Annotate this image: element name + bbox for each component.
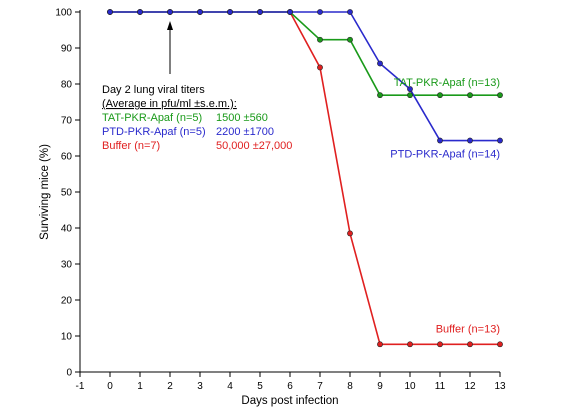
y-tick-label: 20 bbox=[61, 296, 73, 307]
viral-titer-annotation: Day 2 lung viral titers (Average in pfu/m… bbox=[102, 21, 292, 152]
y-tick-label: 70 bbox=[61, 116, 73, 127]
y-tick-label: 30 bbox=[61, 260, 73, 271]
y-tick-label: 40 bbox=[61, 224, 73, 235]
data-point bbox=[437, 341, 443, 348]
data-point bbox=[467, 137, 473, 144]
y-tick-label: 0 bbox=[66, 368, 72, 379]
series-label: Buffer (n=13) bbox=[436, 323, 500, 335]
data-point bbox=[437, 92, 443, 99]
data-point bbox=[497, 341, 503, 348]
data-point bbox=[227, 9, 233, 15]
series-line bbox=[110, 11, 500, 142]
x-tick-label: 12 bbox=[464, 381, 476, 392]
data-point bbox=[497, 92, 503, 99]
data-point bbox=[317, 9, 323, 15]
x-tick-label: 2 bbox=[167, 381, 173, 392]
data-point bbox=[197, 9, 203, 15]
y-tick-label: 50 bbox=[61, 188, 73, 199]
titer-group-label: PTD-PKR-Apaf (n=5) bbox=[102, 126, 206, 138]
data-point bbox=[137, 9, 143, 15]
x-tick-label: 5 bbox=[257, 381, 263, 392]
series-labels: TAT-PKR-Apaf (n=13) PTD-PKR-Apaf (n=14) Bu… bbox=[390, 77, 500, 335]
x-tick-label: -1 bbox=[76, 381, 85, 392]
x-tick-label: 11 bbox=[435, 381, 446, 392]
data-point bbox=[467, 341, 473, 348]
series-label: TAT-PKR-Apaf (n=13) bbox=[394, 77, 500, 89]
series-line bbox=[110, 11, 500, 346]
data-point bbox=[287, 9, 293, 15]
plot-area bbox=[107, 9, 503, 348]
x-tick-label: 6 bbox=[287, 381, 293, 392]
data-point bbox=[497, 137, 503, 144]
data-point bbox=[167, 9, 173, 15]
annotation-heading: Day 2 lung viral titers bbox=[102, 84, 205, 96]
data-point bbox=[347, 230, 353, 237]
y-tick-label: 10 bbox=[61, 332, 73, 343]
arrow-head-icon bbox=[167, 21, 173, 30]
x-tick-label: 7 bbox=[317, 381, 323, 392]
x-tick-label: 1 bbox=[137, 381, 143, 392]
x-tick-label: 13 bbox=[494, 381, 506, 392]
data-point bbox=[407, 92, 413, 99]
data-point bbox=[437, 137, 443, 144]
y-axis-title: Surviving mice (%) bbox=[39, 144, 51, 240]
series-label: PTD-PKR-Apaf (n=14) bbox=[390, 149, 500, 161]
titer-value: 50,000 ±27,000 bbox=[216, 140, 292, 152]
data-point bbox=[317, 36, 323, 43]
x-tick-label: 0 bbox=[107, 381, 113, 392]
data-point bbox=[377, 60, 383, 67]
annotation-subheading: (Average in pfu/ml ±s.e.m.): bbox=[102, 98, 237, 110]
x-tick-label: 10 bbox=[404, 381, 416, 392]
x-tick-label: 3 bbox=[197, 381, 203, 392]
x-axis-title: Days post infection bbox=[241, 395, 338, 407]
data-point bbox=[257, 9, 263, 15]
y-tick-label: 60 bbox=[61, 152, 73, 163]
y-tick-label: 80 bbox=[61, 80, 73, 91]
data-point bbox=[107, 9, 113, 15]
data-point bbox=[407, 86, 413, 92]
x-tick-label: 9 bbox=[377, 381, 383, 392]
y-tick-label: 100 bbox=[55, 8, 72, 19]
titer-value: 1500 ±560 bbox=[216, 112, 268, 124]
x-tick-label: 8 bbox=[347, 381, 353, 392]
y-tick-label: 90 bbox=[61, 44, 73, 55]
data-point bbox=[347, 9, 353, 15]
data-point bbox=[407, 341, 413, 348]
titer-group-label: Buffer (n=7) bbox=[102, 140, 160, 152]
data-point bbox=[347, 36, 353, 43]
data-point bbox=[377, 92, 383, 99]
titer-group-label: TAT-PKR-Apaf (n=5) bbox=[102, 112, 202, 124]
data-point bbox=[467, 92, 473, 99]
data-point bbox=[317, 64, 323, 71]
x-tick-label: 4 bbox=[227, 381, 233, 392]
data-point bbox=[377, 341, 383, 348]
titer-value: 2200 ±1700 bbox=[216, 126, 274, 138]
